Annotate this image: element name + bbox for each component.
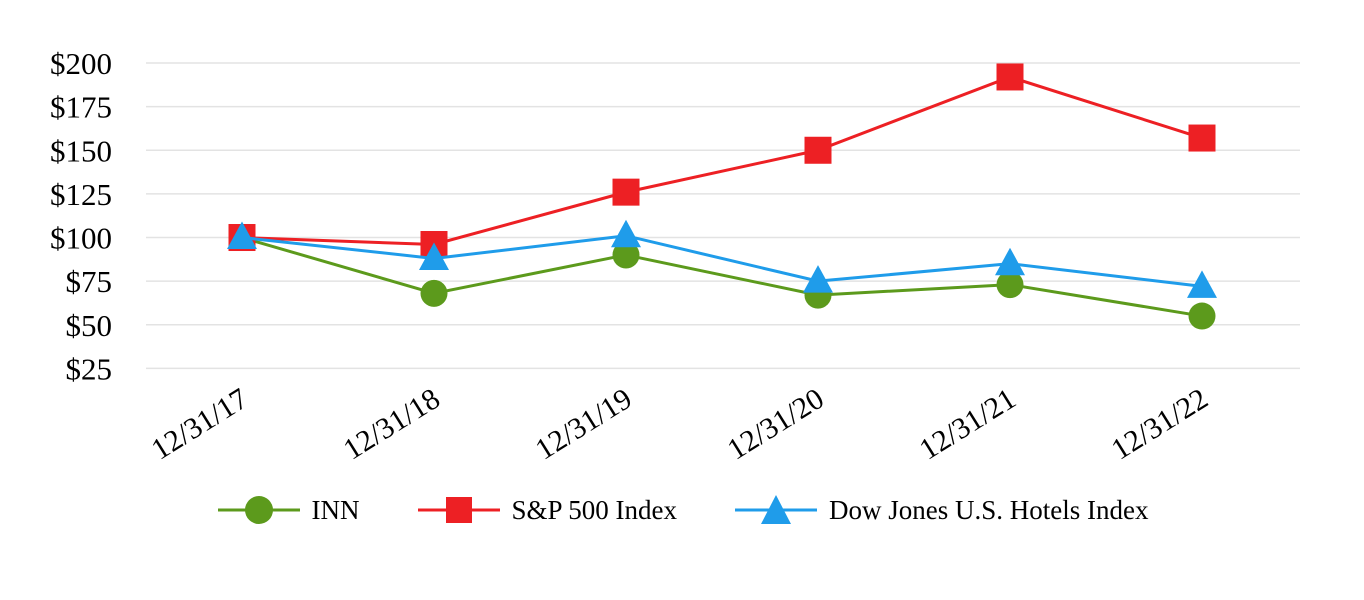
x-tick-label: 12/31/17 xyxy=(146,382,254,467)
series-line xyxy=(241,234,1203,288)
y-tick-label: $75 xyxy=(66,264,113,299)
legend-item-s-p-500-index: S&P 500 Index xyxy=(416,492,678,528)
data-point-circle xyxy=(612,241,640,269)
legend-square xyxy=(445,497,472,523)
x-axis-labels: 12/31/17 12/31/18 12/31/19 12/31/20 12/31/21… xyxy=(146,382,1214,467)
legend-label: S&P 500 Index xyxy=(511,494,678,525)
data-point-square xyxy=(804,136,832,164)
triangle-marker-icon xyxy=(735,495,818,524)
series-inn xyxy=(228,224,1216,330)
series-dow-jones-u-s-hotels-index xyxy=(227,219,1217,298)
circle-marker-icon xyxy=(217,496,300,524)
y-tick-label: $200 xyxy=(50,46,112,81)
x-tick-label: 12/31/20 xyxy=(722,382,830,467)
data-point-square xyxy=(612,178,640,206)
y-tick-label: $175 xyxy=(50,90,112,125)
series-line xyxy=(241,236,1203,318)
legend-circle xyxy=(244,496,273,524)
chart-legend: INN S&P 500 Index Dow Jones U.S. Hotels In… xyxy=(0,488,1364,532)
data-point-triangle xyxy=(1187,270,1217,298)
square-marker-icon xyxy=(417,497,500,523)
legend-label: INN xyxy=(311,494,360,525)
data-point-circle xyxy=(996,271,1024,299)
x-tick-label: 12/31/18 xyxy=(338,382,446,467)
data-point-triangle xyxy=(611,219,641,248)
data-point-triangle xyxy=(227,221,257,250)
x-tick-label: 12/31/21 xyxy=(914,382,1022,467)
y-tick-label: $125 xyxy=(50,177,112,212)
legend-item-dow-jones-u-s-hotels-index: Dow Jones U.S. Hotels Index xyxy=(733,492,1149,528)
data-point-circle xyxy=(1188,302,1216,330)
y-tick-label: $25 xyxy=(66,351,113,386)
legend-item-inn: INN xyxy=(216,492,360,528)
data-point-circle xyxy=(420,279,448,307)
y-tick-label: $50 xyxy=(66,308,113,343)
gridlines xyxy=(146,62,1300,370)
data-point-square xyxy=(1188,124,1216,152)
legend-label: Dow Jones U.S. Hotels Index xyxy=(829,494,1149,525)
y-tick-label: $150 xyxy=(50,133,112,168)
x-tick-label: 12/31/22 xyxy=(1106,382,1214,467)
x-tick-label: 12/31/19 xyxy=(530,382,638,467)
series-s-p-500-index xyxy=(228,63,1216,258)
series-line xyxy=(241,75,1203,247)
y-tick-label: $100 xyxy=(50,221,112,256)
legend-triangle xyxy=(761,495,792,524)
data-point-triangle xyxy=(803,265,833,293)
data-point-triangle xyxy=(419,242,449,270)
data-point-triangle xyxy=(995,247,1025,276)
y-axis-labels: $200 $175 $150 $125 $100 $75 $50 $25 xyxy=(50,46,112,386)
data-point-square xyxy=(996,63,1024,91)
